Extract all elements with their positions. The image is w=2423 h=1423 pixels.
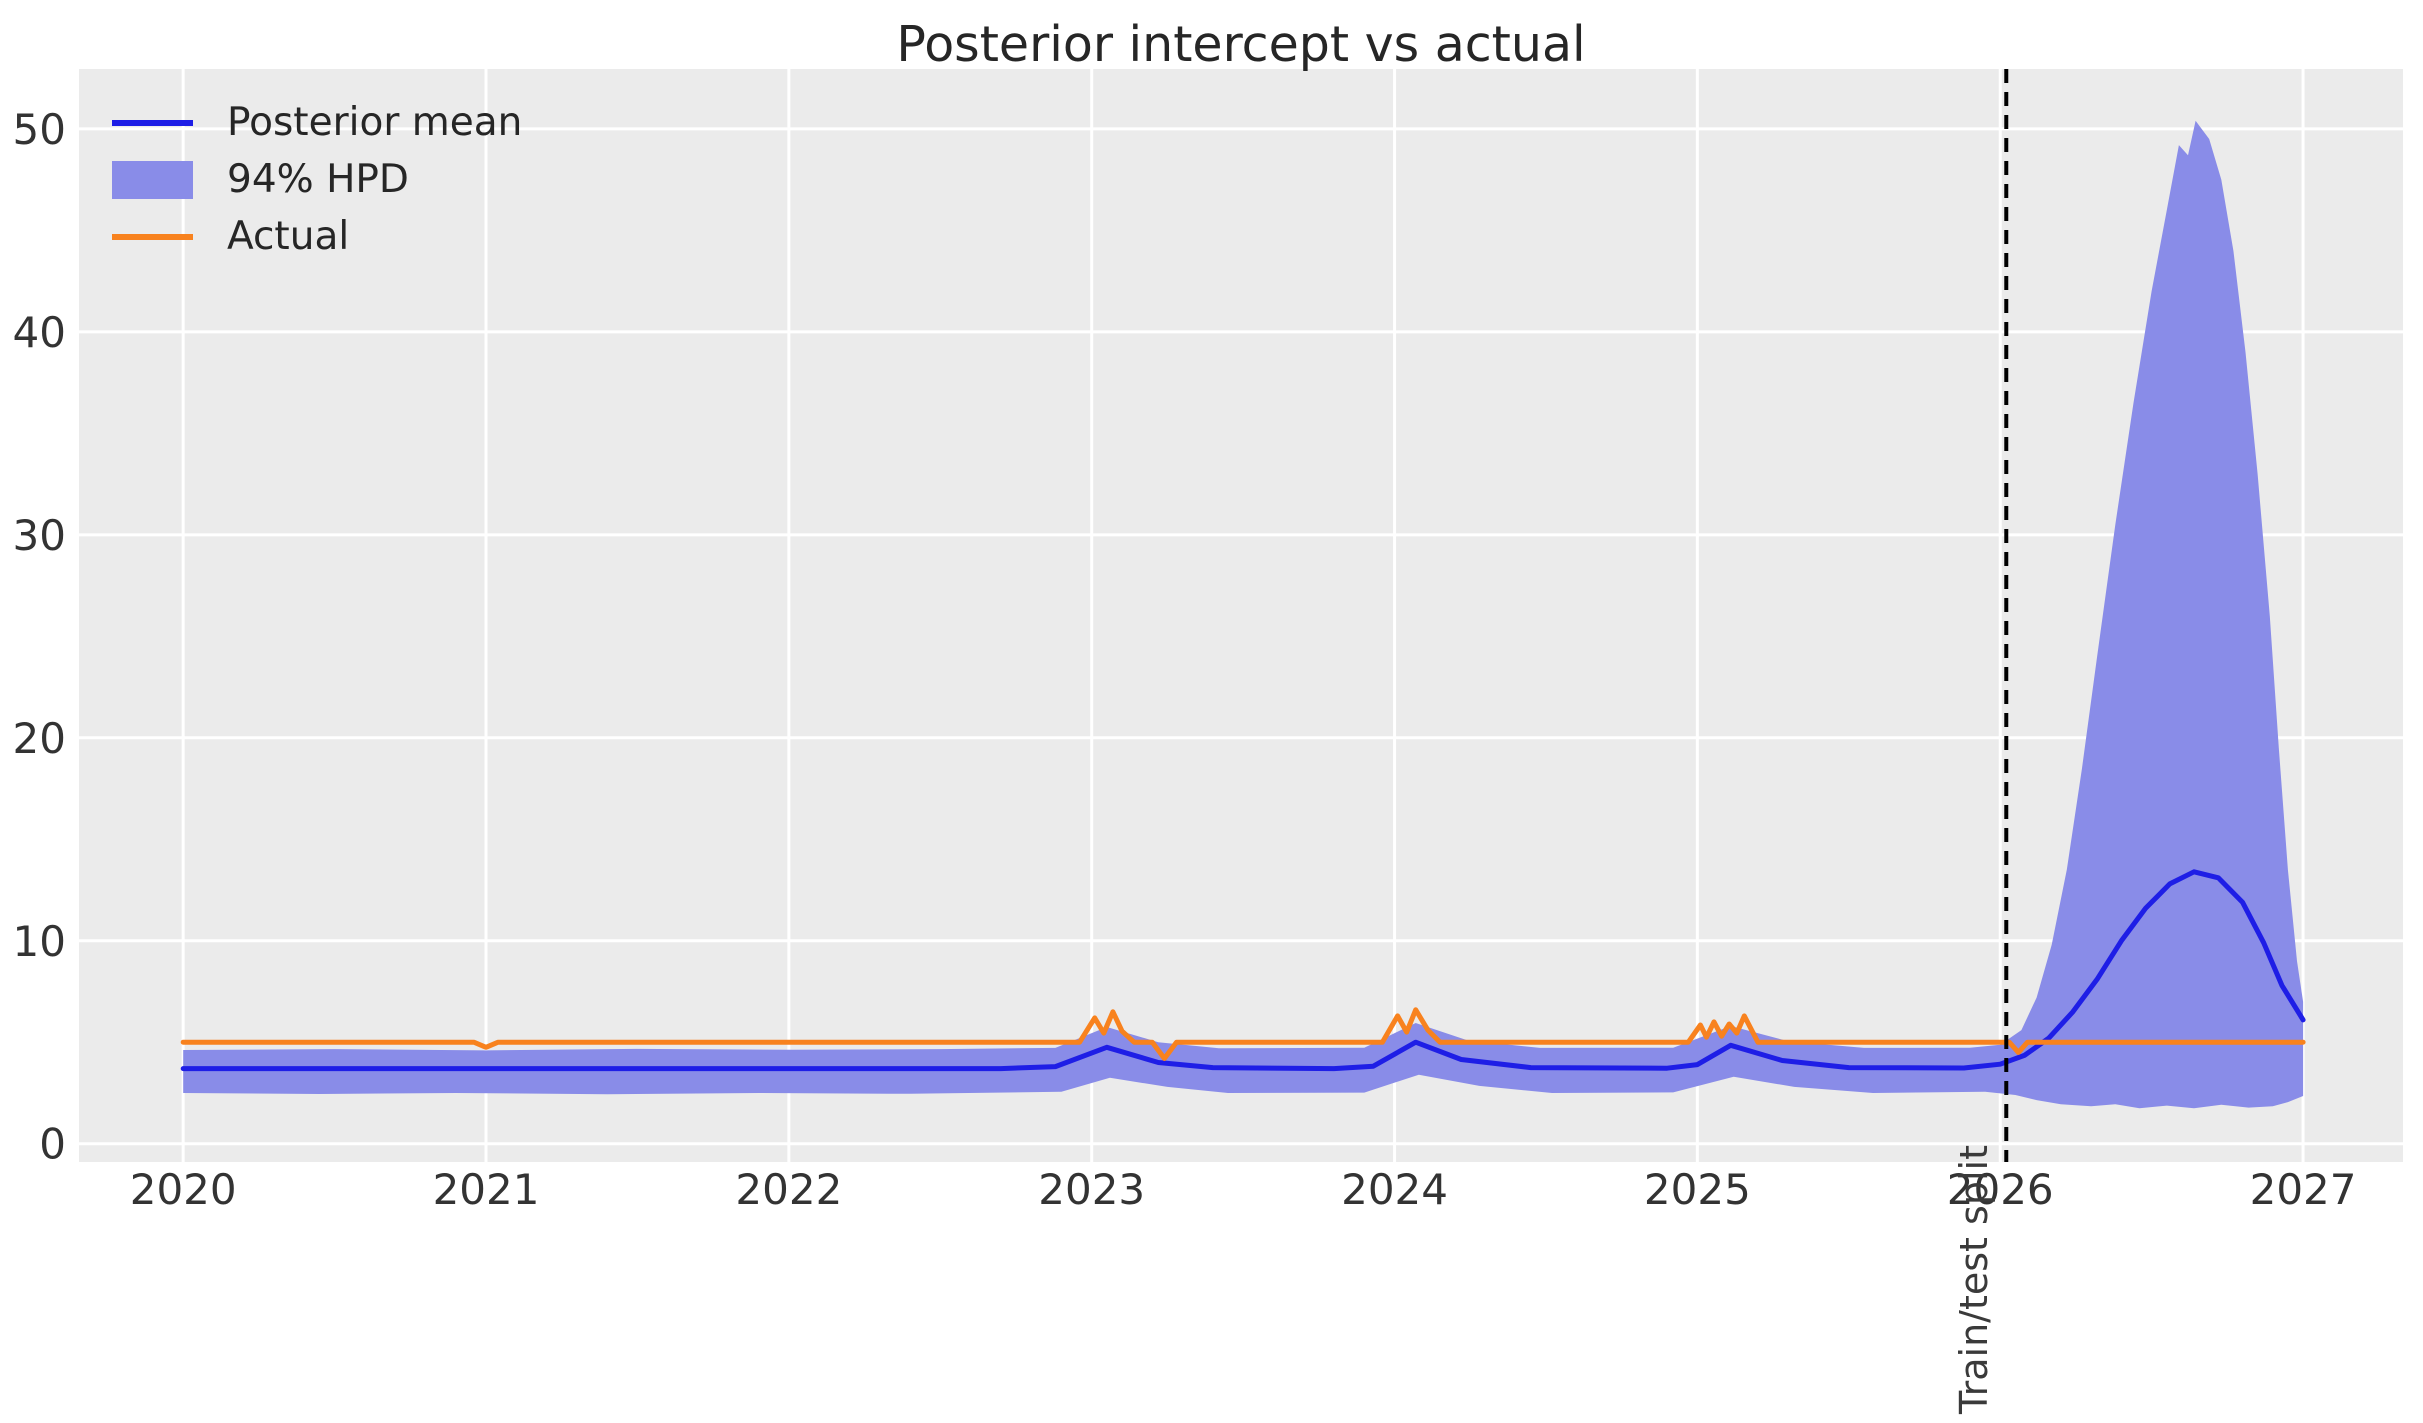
x-tick-label: 2022 [735,1165,842,1214]
legend: Posterior mean 94% HPD Actual [112,94,522,265]
x-tick-label: 2021 [433,1165,540,1214]
chart-title: Posterior intercept vs actual [896,16,1586,73]
legend-item-posterior-mean: Posterior mean [112,94,522,151]
actual-line-swatch [112,233,193,240]
legend-item-hpd: 94% HPD [112,151,522,208]
actual-line [180,1007,2306,1061]
hpd-band [183,120,2304,1109]
x-tick-label: 2020 [130,1165,237,1214]
y-tick-label: 50 [13,105,66,154]
x-tick-label: 2026 [1947,1165,2054,1214]
legend-label: Actual [227,214,350,259]
posterior-mean-line-swatch [112,119,193,126]
x-tick-label: 2025 [1644,1165,1751,1214]
y-tick-label: 10 [13,917,66,966]
x-tick-label: 2023 [1038,1165,1145,1214]
x-tick-label: 2024 [1341,1165,1448,1214]
y-tick-label: 0 [39,1120,66,1169]
y-tick-label: 30 [13,511,66,560]
y-tick-label: 40 [13,308,66,357]
x-tick-label: 2027 [2250,1165,2357,1214]
y-tick-label: 20 [13,714,66,763]
hpd-band-swatch [112,160,193,199]
posterior-mean-line [180,869,2306,1072]
train-test-split-label: Train/test split [1952,1145,1996,1414]
legend-item-actual: Actual [112,208,522,265]
legend-label: 94% HPD [227,157,409,202]
plot-background [79,69,2403,1162]
legend-label: Posterior mean [227,100,523,145]
